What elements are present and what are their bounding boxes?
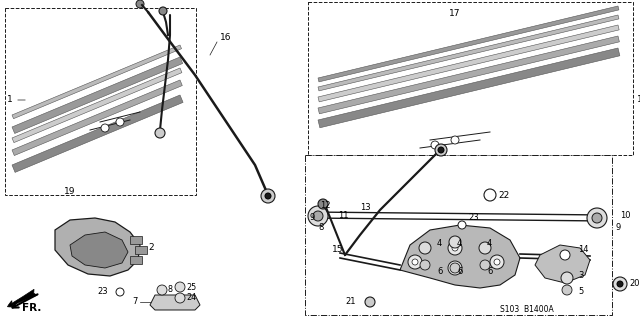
Circle shape bbox=[484, 189, 496, 201]
Circle shape bbox=[587, 208, 607, 228]
Polygon shape bbox=[12, 95, 183, 172]
Circle shape bbox=[617, 281, 623, 287]
Circle shape bbox=[155, 128, 165, 138]
Text: 9: 9 bbox=[615, 224, 620, 233]
Text: 12: 12 bbox=[320, 201, 330, 210]
Circle shape bbox=[157, 285, 167, 295]
Circle shape bbox=[560, 250, 570, 260]
Polygon shape bbox=[12, 80, 182, 156]
Circle shape bbox=[308, 206, 328, 226]
Text: 11: 11 bbox=[338, 211, 349, 219]
Polygon shape bbox=[318, 6, 619, 82]
Text: 4: 4 bbox=[487, 239, 492, 248]
Circle shape bbox=[494, 259, 500, 265]
Circle shape bbox=[159, 7, 167, 15]
Polygon shape bbox=[130, 256, 142, 264]
Polygon shape bbox=[305, 155, 612, 315]
Circle shape bbox=[412, 259, 418, 265]
Text: 3: 3 bbox=[578, 271, 584, 279]
Polygon shape bbox=[308, 2, 633, 155]
Circle shape bbox=[490, 255, 504, 269]
Polygon shape bbox=[318, 15, 619, 91]
Text: 20: 20 bbox=[629, 279, 639, 288]
Polygon shape bbox=[70, 232, 128, 268]
Polygon shape bbox=[400, 225, 520, 288]
Text: 8: 8 bbox=[318, 224, 323, 233]
Circle shape bbox=[458, 221, 466, 229]
Text: 14: 14 bbox=[578, 246, 589, 255]
Text: FR.: FR. bbox=[22, 303, 42, 313]
Text: 19: 19 bbox=[64, 188, 76, 197]
Polygon shape bbox=[12, 68, 182, 143]
Polygon shape bbox=[318, 48, 620, 128]
Text: 9: 9 bbox=[310, 213, 316, 222]
Circle shape bbox=[562, 285, 572, 295]
Text: 7: 7 bbox=[132, 298, 138, 307]
Polygon shape bbox=[135, 246, 147, 254]
Text: S103  B1400A: S103 B1400A bbox=[500, 306, 554, 315]
Circle shape bbox=[116, 118, 124, 126]
Polygon shape bbox=[55, 218, 140, 276]
Circle shape bbox=[452, 245, 458, 251]
Circle shape bbox=[175, 293, 185, 303]
Text: 25: 25 bbox=[186, 283, 196, 292]
Circle shape bbox=[365, 297, 375, 307]
Text: 10: 10 bbox=[620, 211, 630, 219]
Polygon shape bbox=[5, 8, 196, 195]
Circle shape bbox=[175, 282, 185, 292]
Text: 23: 23 bbox=[468, 213, 479, 222]
Text: 1: 1 bbox=[7, 95, 13, 105]
Text: 24: 24 bbox=[186, 293, 196, 302]
Text: 17: 17 bbox=[449, 9, 461, 18]
Circle shape bbox=[438, 147, 444, 153]
Text: 4: 4 bbox=[437, 239, 442, 248]
Circle shape bbox=[408, 255, 422, 269]
Text: 6: 6 bbox=[487, 268, 492, 277]
Text: 8: 8 bbox=[168, 286, 173, 294]
Text: 6: 6 bbox=[457, 268, 462, 277]
Text: 22: 22 bbox=[498, 190, 509, 199]
Circle shape bbox=[592, 213, 602, 223]
Circle shape bbox=[450, 263, 460, 273]
Polygon shape bbox=[150, 295, 200, 310]
Circle shape bbox=[449, 236, 461, 248]
Circle shape bbox=[435, 144, 447, 156]
Text: 5: 5 bbox=[578, 287, 583, 296]
Circle shape bbox=[313, 211, 323, 221]
Text: 21: 21 bbox=[346, 298, 356, 307]
Circle shape bbox=[431, 141, 439, 149]
Circle shape bbox=[318, 199, 328, 209]
Circle shape bbox=[479, 242, 491, 254]
Circle shape bbox=[419, 242, 431, 254]
Polygon shape bbox=[12, 45, 182, 119]
Circle shape bbox=[561, 272, 573, 284]
Text: 4: 4 bbox=[457, 239, 462, 248]
Text: 16: 16 bbox=[220, 33, 232, 42]
Circle shape bbox=[261, 189, 275, 203]
Circle shape bbox=[448, 241, 462, 255]
Polygon shape bbox=[318, 36, 620, 114]
Polygon shape bbox=[535, 245, 590, 283]
Polygon shape bbox=[130, 236, 142, 244]
Polygon shape bbox=[318, 25, 619, 102]
Circle shape bbox=[448, 261, 462, 275]
Text: 18: 18 bbox=[637, 95, 640, 105]
Circle shape bbox=[480, 260, 490, 270]
Circle shape bbox=[116, 288, 124, 296]
Polygon shape bbox=[12, 57, 182, 133]
Text: 13: 13 bbox=[360, 203, 371, 211]
Text: 23: 23 bbox=[97, 287, 108, 296]
Circle shape bbox=[265, 193, 271, 199]
Circle shape bbox=[613, 277, 627, 291]
Text: 2: 2 bbox=[148, 243, 154, 253]
Text: 6: 6 bbox=[437, 268, 442, 277]
Text: 15: 15 bbox=[332, 246, 344, 255]
Circle shape bbox=[452, 265, 458, 271]
Circle shape bbox=[420, 260, 430, 270]
Circle shape bbox=[101, 124, 109, 132]
Circle shape bbox=[451, 136, 459, 144]
Circle shape bbox=[136, 0, 144, 8]
